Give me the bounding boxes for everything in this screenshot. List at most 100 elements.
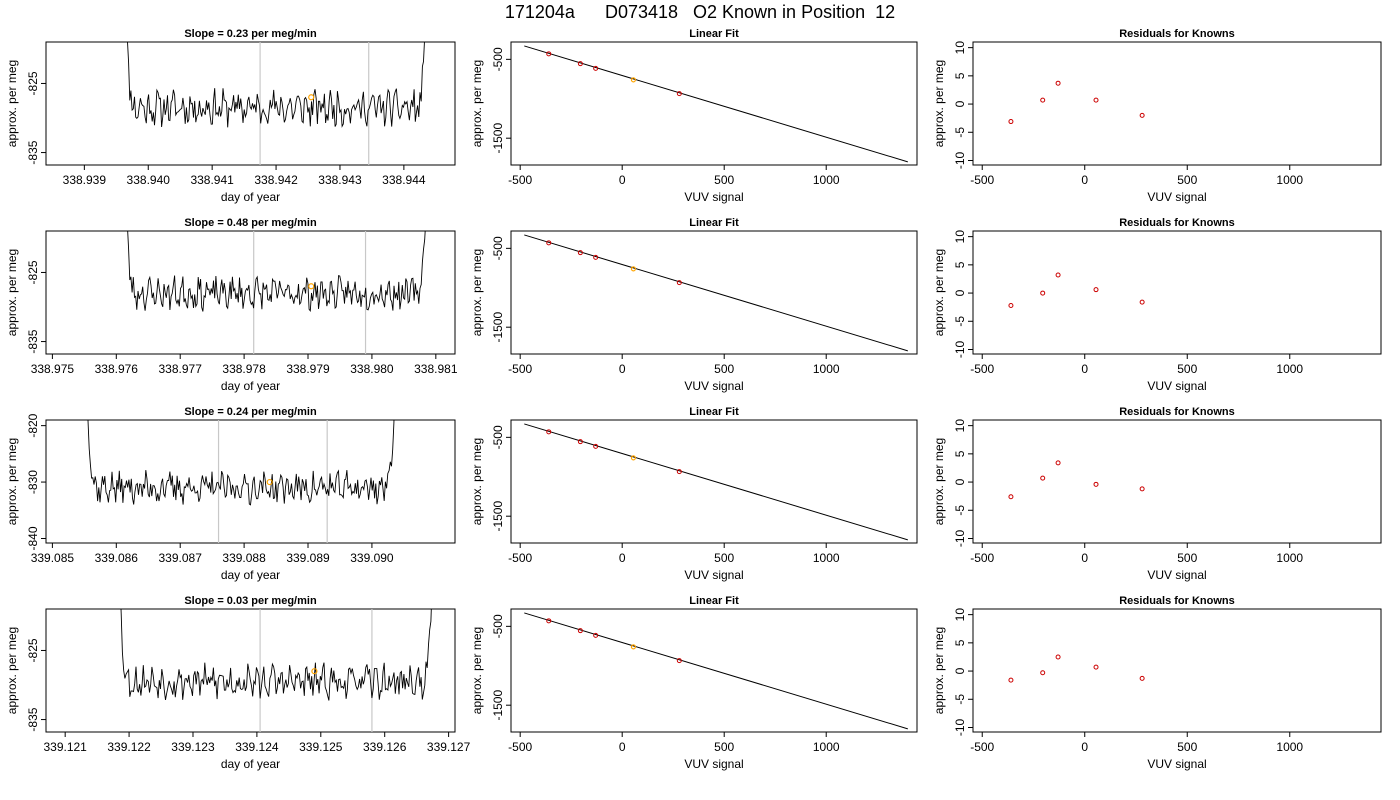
time-series-x-tick-label: 339.087 (159, 551, 203, 565)
current-known-point (630, 644, 637, 650)
linear-fit-title: Linear Fit (689, 28, 739, 40)
linear-fit-frame (510, 608, 918, 733)
residuals-frame (972, 419, 1382, 544)
time-series-x-tick-label: 338.978 (222, 362, 266, 376)
time-series-x-axis-label: day of year (221, 379, 280, 393)
time-series-frame (45, 230, 456, 355)
current-sample-marker (311, 668, 318, 675)
current-known-point (630, 77, 637, 83)
fit-line (524, 234, 908, 352)
linear-fit-x-tick-label: 500 (714, 362, 734, 376)
residual-point (1139, 299, 1145, 305)
fit-line (524, 612, 908, 730)
linear-fit-y-tick-label: -1500 (491, 312, 505, 343)
time-series-x-tick-label: 339.089 (286, 551, 330, 565)
linear-fit-frame (510, 230, 918, 355)
residuals-y-tick-label: -10 (953, 529, 967, 547)
linear-fit-x-tick-label: -500 (508, 740, 532, 754)
known-point (577, 628, 583, 634)
residuals-x-tick-label: -500 (970, 362, 994, 376)
linear-fit-y-tick-label: -1500 (491, 123, 505, 154)
time-series-frame (45, 41, 456, 166)
linear-fit-x-tick-label: 0 (619, 362, 626, 376)
linear-fit-y-axis-label: approx. per meg (470, 60, 484, 147)
residuals-y-axis-label: approx. per meg (932, 60, 946, 147)
known-point (546, 429, 552, 435)
residuals-y-tick-label: 0 (953, 289, 967, 296)
residual-point (1008, 302, 1014, 308)
time-series-x-tick-label: 338.939 (63, 173, 107, 187)
residuals-x-axis-label: VUV signal (1147, 757, 1206, 771)
known-point (577, 439, 583, 445)
panel-row-3: Slope = 0.24 per meg/min 339.085 339.086 33… (5, 406, 1382, 582)
residual-point (1040, 97, 1046, 103)
linear-fit-x-tick-label: 0 (619, 740, 626, 754)
residuals-x-tick-label: 1000 (1276, 173, 1303, 187)
known-point (676, 658, 682, 664)
current-known-point (630, 455, 637, 461)
known-point (676, 280, 682, 286)
residual-point (1040, 290, 1046, 296)
residuals-y-tick-label: 5 (953, 261, 967, 268)
time-series-frame (45, 608, 456, 733)
residual-point (1040, 475, 1046, 481)
linear-fit-panel: Linear Fit -500 0 500 1000 VUV signal -500 -150… (470, 595, 918, 771)
panel-row-1: Slope = 0.23 per meg/min 338.939 338.940 33… (5, 28, 1382, 204)
linear-fit-panel: Linear Fit -500 0 500 1000 VUV signal -500 -150… (470, 217, 918, 393)
time-series-panel: Slope = 0.23 per meg/min 338.939 338.940 33… (5, 28, 456, 204)
residuals-title: Residuals for Knowns (1119, 217, 1235, 229)
time-series-title: Slope = 0.48 per meg/min (184, 217, 317, 229)
residuals-x-tick-label: -500 (970, 173, 994, 187)
time-series-title: Slope = 0.24 per meg/min (184, 406, 317, 418)
time-series-x-tick-label: 339.125 (299, 740, 343, 754)
linear-fit-title: Linear Fit (689, 406, 739, 418)
time-series-y-tick-label: -825 (26, 260, 40, 284)
page-title: 171204a D073418 O2 Known in Position 12 (504, 2, 896, 22)
residuals-y-tick-label: -5 (953, 694, 967, 705)
time-series-title: Slope = 0.23 per meg/min (184, 28, 317, 40)
residuals-frame (972, 230, 1382, 355)
residuals-x-tick-label: 500 (1177, 740, 1197, 754)
linear-fit-x-axis-label: VUV signal (684, 190, 743, 204)
residuals-x-tick-label: 0 (1081, 740, 1088, 754)
time-series-x-tick-label: 338.941 (190, 173, 234, 187)
linear-fit-y-tick-label: -500 (491, 614, 505, 638)
signal-trace (127, 231, 426, 312)
residuals-y-tick-label: -5 (953, 505, 967, 516)
residuals-title: Residuals for Knowns (1119, 595, 1235, 607)
time-series-y-axis-label: approx. per meg (5, 249, 19, 336)
linear-fit-panel: Linear Fit -500 0 500 1000 VUV signal -500 -150… (470, 28, 918, 204)
residuals-y-tick-label: 10 (953, 419, 967, 433)
time-series-title: Slope = 0.03 per meg/min (184, 595, 317, 607)
time-series-y-axis-label: approx. per meg (5, 60, 19, 147)
panel-row-4: Slope = 0.03 per meg/min 339.121 339.122 33… (5, 595, 1382, 771)
linear-fit-x-tick-label: 1000 (813, 740, 840, 754)
known-point (593, 254, 599, 260)
residuals-panel: Residuals for Knowns -500 0 500 1000 VUV sign… (932, 217, 1382, 393)
residuals-x-tick-label: 0 (1081, 173, 1088, 187)
known-point (577, 61, 583, 67)
current-known-point (630, 266, 637, 272)
residual-point (1093, 97, 1099, 103)
residuals-x-tick-label: 500 (1177, 362, 1197, 376)
time-series-panel: Slope = 0.48 per meg/min 338.975 338.976 33… (5, 217, 458, 393)
linear-fit-x-tick-label: 500 (714, 740, 734, 754)
linear-fit-frame (510, 41, 918, 166)
linear-fit-x-tick-label: 1000 (813, 551, 840, 565)
linear-fit-x-tick-label: 500 (714, 551, 734, 565)
residuals-y-tick-label: -5 (953, 127, 967, 138)
signal-trace (127, 42, 425, 128)
residuals-frame (972, 608, 1382, 733)
time-series-y-tick-label: -825 (26, 71, 40, 95)
linear-fit-x-tick-label: -500 (508, 362, 532, 376)
time-series-frame (45, 419, 456, 544)
residual-point (1139, 675, 1145, 681)
residuals-x-tick-label: 500 (1177, 173, 1197, 187)
residual-point (1139, 112, 1145, 118)
residual-point (1008, 677, 1014, 683)
linear-fit-x-tick-label: 0 (619, 173, 626, 187)
linear-fit-frame (510, 419, 918, 544)
residuals-y-axis-label: approx. per meg (932, 627, 946, 714)
residuals-y-tick-label: 5 (953, 72, 967, 79)
